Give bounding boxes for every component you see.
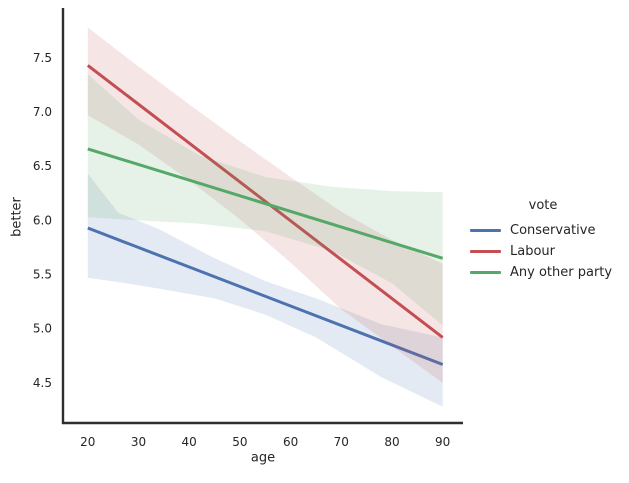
y-tick-label: 6.0	[33, 213, 52, 227]
legend-line-swatch-labour	[470, 250, 501, 253]
legend-item-labour: Labour	[464, 241, 622, 262]
legend-label-conservative: Conservative	[510, 223, 596, 238]
x-tick-label: 70	[334, 435, 349, 449]
x-tick-label: 30	[131, 435, 146, 449]
legend: vote Conservative Labour Any other party	[464, 198, 622, 283]
regression-line-any-other-party	[87, 147, 444, 260]
y-tick-label: 4.5	[33, 376, 52, 390]
y-axis-label: better	[9, 197, 25, 237]
legend-item-any-other-party: Any other party	[464, 262, 622, 283]
x-tick-label: 50	[232, 435, 247, 449]
x-tick-label: 90	[435, 435, 450, 449]
y-tick-label: 6.5	[33, 159, 52, 173]
y-tick-label: 7.0	[33, 105, 52, 119]
regression-line-labour	[86, 64, 444, 339]
legend-label-any-other-party: Any other party	[510, 265, 613, 280]
y-tick-label: 5.5	[33, 268, 52, 282]
x-axis-label: age	[250, 450, 276, 466]
legend-label-labour: Labour	[510, 244, 555, 259]
x-tick-label: 40	[182, 435, 197, 449]
legend-line-swatch-conservative	[470, 229, 501, 232]
x-tick-label: 80	[384, 435, 399, 449]
confidence-band-conservative	[87, 173, 443, 407]
y-tick-label: 5.0	[33, 322, 52, 336]
legend-item-conservative: Conservative	[464, 220, 622, 241]
regression-line-conservative	[87, 226, 444, 366]
confidence-band-labour	[87, 27, 443, 383]
confidence-band-any-other-party	[87, 74, 443, 326]
legend-line-swatch-any-other-party	[470, 271, 501, 274]
x-tick-label: 60	[283, 435, 298, 449]
x-tick-label: 20	[80, 435, 95, 449]
y-tick-label: 7.5	[33, 51, 52, 65]
legend-title: vote	[528, 198, 558, 213]
